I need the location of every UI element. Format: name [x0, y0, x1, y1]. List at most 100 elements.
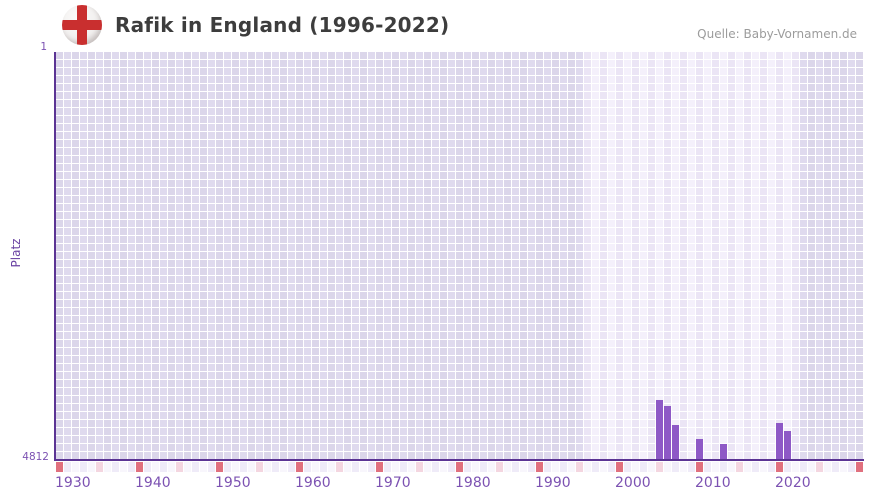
year-strip-cell-1959 [288, 462, 295, 472]
year-strip-cell-1957 [272, 462, 279, 472]
year-strip-cell-2016 [744, 462, 751, 472]
year-strip-cell-1950 [216, 462, 223, 472]
year-strip-cell-2025 [816, 462, 823, 472]
year-strip-cell-1961 [304, 462, 311, 472]
year-strip-cell-2007 [672, 462, 679, 472]
year-strip-cell-1986 [504, 462, 511, 472]
year-strip-cell-1976 [424, 462, 431, 472]
year-strip-cell-2019 [768, 462, 775, 472]
bar-2007[interactable] [672, 425, 679, 460]
year-strip-cell-1931 [64, 462, 71, 472]
year-strip-cell-1953 [240, 462, 247, 472]
year-strip-cell-2030 [856, 462, 863, 472]
year-strip-cell-1940 [136, 462, 143, 472]
year-strip-cell-1995 [576, 462, 583, 472]
england-flag-cross-horizontal [62, 20, 102, 30]
x-tick-label-1950: 1950 [215, 475, 251, 491]
year-strip-cell-1991 [544, 462, 551, 472]
bar-2021[interactable] [784, 431, 791, 460]
year-strip-cell-1974 [408, 462, 415, 472]
year-strip-cell-1979 [448, 462, 455, 472]
year-strip-cell-1982 [472, 462, 479, 472]
y-axis-bottom-tick: 4812 [22, 451, 49, 463]
bar-2010[interactable] [696, 439, 703, 460]
year-strip-cell-1933 [80, 462, 87, 472]
source-attribution: Quelle: Baby-Vornamen.de [697, 27, 857, 41]
year-strip-cell-1955 [256, 462, 263, 472]
year-strip-cell-1996 [584, 462, 591, 472]
year-strip-cell-1939 [128, 462, 135, 472]
x-tick-label-2000: 2000 [615, 475, 651, 491]
year-strip-cell-1943 [160, 462, 167, 472]
x-tick-label-1980: 1980 [455, 475, 491, 491]
bar-2020[interactable] [776, 423, 783, 460]
year-strip-cell-2006 [664, 462, 671, 472]
x-axis-line [54, 459, 864, 461]
year-strip-cell-2013 [720, 462, 727, 472]
year-strip-cell-1967 [352, 462, 359, 472]
year-strip-cell-1934 [88, 462, 95, 472]
x-tick-label-1940: 1940 [135, 475, 171, 491]
year-strip-cell-1988 [520, 462, 527, 472]
year-strip-cell-2018 [760, 462, 767, 472]
year-strip-cell-2026 [824, 462, 831, 472]
x-tick-label-2020: 2020 [775, 475, 811, 491]
year-strip-cell-1968 [360, 462, 367, 472]
year-strip-cell-2014 [728, 462, 735, 472]
year-strip-cell-1984 [488, 462, 495, 472]
year-strip-cell-1948 [200, 462, 207, 472]
year-strip-cell-1978 [440, 462, 447, 472]
year-strip-cell-2008 [680, 462, 687, 472]
bars-layer [56, 52, 863, 460]
year-strip-cell-1942 [152, 462, 159, 472]
x-tick-label-1960: 1960 [295, 475, 331, 491]
year-strip-cell-1936 [104, 462, 111, 472]
year-strip-cell-1962 [312, 462, 319, 472]
x-tick-label-1970: 1970 [375, 475, 411, 491]
year-strip-cell-1949 [208, 462, 215, 472]
year-strip-cell-2024 [808, 462, 815, 472]
year-strip-cell-1937 [112, 462, 119, 472]
year-strip-cell-1977 [432, 462, 439, 472]
year-strip-cell-2009 [688, 462, 695, 472]
x-tick-label-2010: 2010 [695, 475, 731, 491]
year-strip-cell-1971 [384, 462, 391, 472]
year-strip-cell-1938 [120, 462, 127, 472]
year-strip-cell-1958 [280, 462, 287, 472]
bar-2005[interactable] [656, 400, 663, 460]
year-strip-cell-1964 [328, 462, 335, 472]
year-strip-cell-1966 [344, 462, 351, 472]
year-strip-cell-2022 [792, 462, 799, 472]
bar-2013[interactable] [720, 444, 727, 460]
year-strip-cell-1945 [176, 462, 183, 472]
y-axis-line [54, 52, 56, 461]
year-strip-cell-2015 [736, 462, 743, 472]
year-strip-cell-1941 [144, 462, 151, 472]
year-strip-cell-2021 [784, 462, 791, 472]
year-strip-cell-2027 [832, 462, 839, 472]
year-strip-cell-1946 [184, 462, 191, 472]
year-strip-cell-1980 [456, 462, 463, 472]
year-strip-cell-1947 [192, 462, 199, 472]
y-axis-top-tick: 1 [40, 41, 47, 53]
x-axis-tick-labels: 1930 1940 1950 1960 1970 1980 1990 2000 2010 2020 [56, 473, 863, 495]
year-strip-cell-1932 [72, 462, 79, 472]
year-strip-cell-2012 [712, 462, 719, 472]
year-strip-cell-2029 [848, 462, 855, 472]
england-flag-icon [62, 5, 102, 45]
bar-2006[interactable] [664, 406, 671, 460]
year-strip-cell-1994 [568, 462, 575, 472]
year-strip-cell-1993 [560, 462, 567, 472]
year-strip-cell-1965 [336, 462, 343, 472]
year-strip-cell-1999 [608, 462, 615, 472]
year-strip-cell-1960 [296, 462, 303, 472]
year-strip-cell-1985 [496, 462, 503, 472]
year-strip-cell-1981 [464, 462, 471, 472]
year-strip-cell-1998 [600, 462, 607, 472]
year-strip [56, 462, 863, 472]
year-strip-cell-2020 [776, 462, 783, 472]
year-strip-cell-1989 [528, 462, 535, 472]
year-strip-cell-1992 [552, 462, 559, 472]
year-strip-cell-2005 [656, 462, 663, 472]
